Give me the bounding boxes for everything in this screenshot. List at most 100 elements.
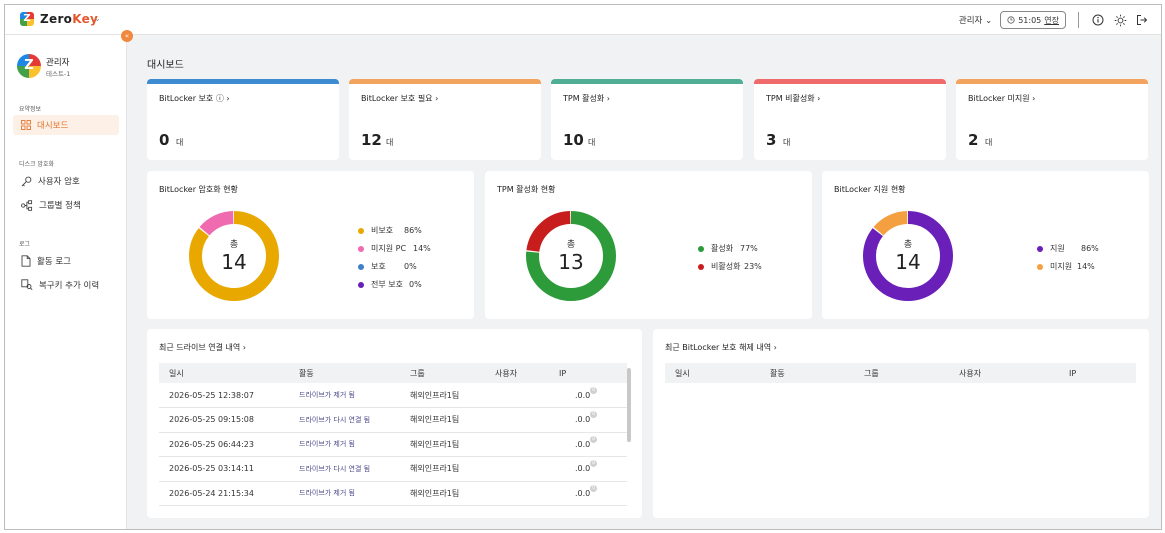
column-header: 활동 <box>299 368 314 378</box>
theme-sun-icon[interactable] <box>1113 13 1127 27</box>
document-icon <box>21 255 31 267</box>
cell-user <box>485 383 549 408</box>
donut-segment-0[interactable] <box>526 211 616 301</box>
cell-ip: .0.0 0 <box>549 456 627 482</box>
stat-value: 10 <box>563 131 584 149</box>
stat-label: BitLocker 보호 ⓘ › <box>159 94 230 103</box>
table-row[interactable]: 2026-05-24 21:15:34 드라이브가 제거 됨 해외인프라1팀 .… <box>159 481 627 506</box>
donut-total: 13 <box>558 250 584 274</box>
section-label-disk-encryption: 디스크 암호화 <box>19 161 55 168</box>
legend-dot <box>1037 245 1043 252</box>
sidebar-item-dashboard[interactable]: 대시보드 <box>13 115 119 135</box>
ip-text: .0.0 <box>575 415 591 425</box>
key-icon <box>21 176 32 186</box>
card-accent-bar <box>147 79 339 84</box>
cell-ip: .0.0 0 <box>549 481 627 506</box>
session-timer[interactable]: 51:05 연장 <box>1000 11 1066 29</box>
column-header: 사용자 <box>495 368 518 378</box>
stat-label: TPM 비활성화 › <box>766 94 821 103</box>
cell-group: 해외인프라1팀 <box>400 407 485 433</box>
sidebar-item-activity-log[interactable]: 활동 로그 <box>13 251 119 271</box>
cell-time: 2026-05-24 21:15:34 <box>159 481 289 506</box>
panel-title[interactable]: 최근 드라이브 연결 내역 › <box>159 343 246 352</box>
user-org: 테스트-1 <box>46 70 71 78</box>
stat-card-bitlocker-unsupported[interactable]: BitLocker 미지원 › 2 대 <box>956 79 1148 160</box>
cell-activity: 드라이브가 다시 연결 됨 <box>289 407 400 433</box>
stat-value: 3 <box>766 131 777 149</box>
donut-center-label: 총 <box>903 240 913 250</box>
sidebar-item-label: 활동 로그 <box>37 257 71 267</box>
sidebar-item-recovery-key-history[interactable]: 복구키 추가 이력 <box>13 275 119 295</box>
cell-time: 2026-05-25 06:44:23 <box>159 432 289 457</box>
app-window: Z ZeroKey ⌄ 관리자 ⌄ 51:05 연장 Z 관리자 테스트-1 <box>4 4 1162 530</box>
legend-label: 전부 보호 <box>371 280 403 289</box>
brand-name[interactable]: ZeroKey <box>40 12 99 26</box>
cell-activity: 드라이브가 제거 됨 <box>289 383 400 408</box>
panel-title[interactable]: 최근 BitLocker 보호 해제 내역 › <box>665 343 777 352</box>
stat-value: 2 <box>968 131 979 149</box>
cell-user <box>485 407 549 433</box>
column-header: 사용자 <box>959 368 982 378</box>
ip-badge: 0 <box>590 435 598 443</box>
cell-ip: .0.0 0 <box>549 407 627 433</box>
legend-dot <box>358 263 364 270</box>
section-label-log: 로그 <box>19 241 31 248</box>
card-accent-bar <box>754 79 946 84</box>
legend-label: 비활성화 <box>711 262 741 271</box>
brand-dropdown-icon[interactable]: ⌄ <box>94 14 101 23</box>
donut-total: 14 <box>895 250 921 274</box>
stat-label: TPM 활성화 › <box>563 94 610 103</box>
top-bar: Z ZeroKey ⌄ 관리자 ⌄ 51:05 연장 <box>5 5 1161 35</box>
legend-pct: 14% <box>413 244 431 253</box>
ip-badge: 0 <box>590 460 598 468</box>
zerokey-logo-icon: Z <box>20 12 34 26</box>
donut-segment-0[interactable] <box>863 211 953 301</box>
column-header: 그룹 <box>410 368 425 378</box>
table-row[interactable]: 2026-05-25 06:44:23 드라이브가 제거 됨 해외인프라1팀 .… <box>159 432 627 457</box>
legend-label: 지원 <box>1050 244 1065 253</box>
table-header-row: 일시 활동 그룹 사용자 IP <box>159 363 627 383</box>
legend-dot <box>1037 263 1043 270</box>
ip-text: .0.0 <box>575 464 591 474</box>
legend-pct: 23% <box>744 262 762 271</box>
cell-user <box>485 432 549 457</box>
stat-card-bitlocker-needed[interactable]: BitLocker 보호 필요 › 12 대 <box>349 79 541 160</box>
legend-label: 활성화 <box>711 244 734 253</box>
admin-menu[interactable]: 관리자 ⌄ <box>958 16 993 26</box>
ip-text: .0.0 <box>575 390 591 400</box>
cell-time: 2026-05-25 03:14:11 <box>159 456 289 482</box>
encryption-donut-chart: 총 14 <box>188 210 280 302</box>
donut-segment-0[interactable] <box>189 211 279 301</box>
card-accent-bar <box>956 79 1148 84</box>
info-icon[interactable] <box>1091 13 1105 27</box>
legend-item-protected: 보호 0% <box>358 261 417 272</box>
cell-activity: 드라이브가 제거 됨 <box>289 432 400 457</box>
table-row[interactable]: 2026-05-25 03:14:11 드라이브가 다시 연결 됨 해외인프라1… <box>159 456 627 482</box>
stat-unit: 대 <box>783 138 791 147</box>
column-header: IP <box>1069 368 1077 378</box>
table-row[interactable]: 2026-05-25 09:15:08 드라이브가 다시 연결 됨 해외인프라1… <box>159 407 627 433</box>
sidebar-item-group-policy[interactable]: 그룹별 정책 <box>13 195 119 215</box>
divider <box>1078 12 1079 28</box>
logout-icon[interactable] <box>1135 13 1149 27</box>
grid-icon <box>21 120 31 130</box>
column-header: 일시 <box>675 368 690 378</box>
stat-label: BitLocker 미지원 › <box>968 94 1036 103</box>
bitlocker-unprotect-table: 일시 활동 그룹 사용자 IP <box>665 363 1136 383</box>
table-scrollbar[interactable] <box>627 368 631 442</box>
sidebar-collapse-button[interactable]: « <box>121 30 133 42</box>
card-accent-bar <box>349 79 541 84</box>
table-row[interactable]: 2026-05-25 12:38:07 드라이브가 제거 됨 해외인프라1팀 .… <box>159 383 627 408</box>
sidebar-item-label: 사용자 암호 <box>38 177 80 187</box>
donut-svg <box>863 211 953 301</box>
stat-card-bitlocker-protected[interactable]: BitLocker 보호 ⓘ › 0 대 <box>147 79 339 160</box>
extend-session-link[interactable]: 연장 <box>1044 15 1059 25</box>
sidebar-item-label: 복구키 추가 이력 <box>39 281 100 291</box>
bitlocker-support-panel: BitLocker 지원 현황 총 14 지원 86% 미지원 14% <box>822 171 1149 319</box>
stat-card-tpm-enabled[interactable]: TPM 활성화 › 10 대 <box>551 79 743 160</box>
legend-pct: 86% <box>1081 244 1099 253</box>
sidebar: Z 관리자 테스트-1 요약정보 대시보드 디스크 암호화 사용자 암호 그룹별… <box>5 35 127 529</box>
stat-card-tpm-disabled[interactable]: TPM 비활성화 › 3 대 <box>754 79 946 160</box>
sidebar-item-user-password[interactable]: 사용자 암호 <box>13 171 119 191</box>
legend-dot <box>358 245 364 252</box>
